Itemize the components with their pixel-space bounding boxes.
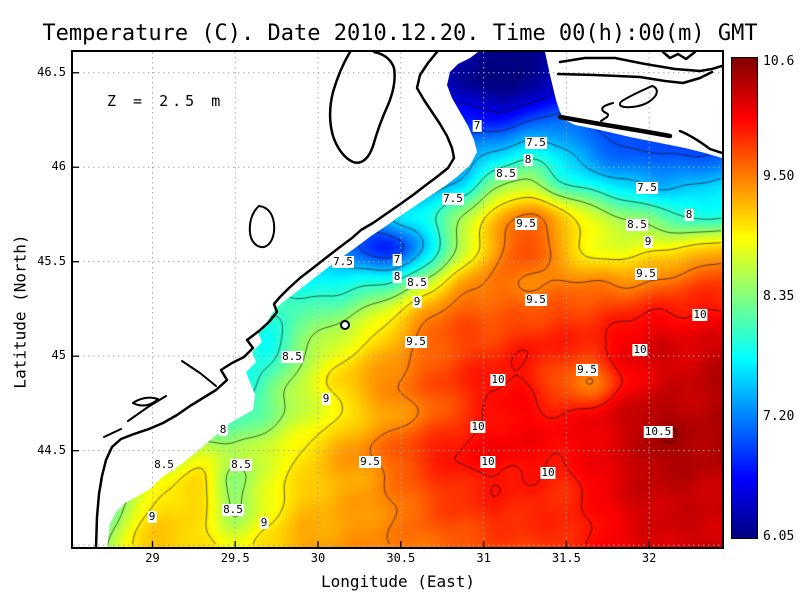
contour-label-8.5: 8.5 bbox=[153, 458, 175, 471]
contour-label-8.5: 8.5 bbox=[281, 350, 303, 363]
land-fill-1 bbox=[545, 52, 722, 158]
x-tick-label-30: 30 bbox=[310, 551, 326, 565]
x-tick-label-31.5: 31.5 bbox=[551, 551, 581, 565]
contour-label-7.5: 7.5 bbox=[332, 255, 354, 268]
contour-label-9: 9 bbox=[412, 295, 422, 308]
land-fill-0 bbox=[73, 52, 478, 547]
coastline-small-liman bbox=[248, 205, 276, 249]
contour-label-7: 7 bbox=[472, 119, 482, 132]
contour-label-8.5: 8.5 bbox=[406, 276, 428, 289]
contour-label-10: 10 bbox=[470, 420, 486, 433]
contour-label-10: 10 bbox=[632, 343, 648, 356]
y-tick-label-45: 45 bbox=[51, 348, 66, 363]
contour-label-10: 10 bbox=[490, 373, 506, 386]
y-axis-title: Latitude (North) bbox=[10, 234, 30, 389]
x-tick-label-31: 31 bbox=[476, 551, 491, 565]
contour-label-layer: 7 7.5 8 8.5 7.5 8 8.5 9 7.5 7.5 7 8 8.5 9 9.5 9.5 9.5 9.5… bbox=[73, 52, 722, 547]
coastline-north-lagoon-shore-1 bbox=[558, 56, 722, 73]
y-tick-label-45.5: 45.5 bbox=[37, 253, 66, 268]
coastline-danube-lagoon bbox=[132, 396, 159, 407]
x-tick-label-29: 29 bbox=[145, 551, 160, 565]
colorbar-tick-10.6: 10.6 bbox=[763, 54, 795, 70]
snake-island bbox=[340, 320, 350, 330]
coastline-overlay bbox=[73, 52, 722, 547]
coastline-tendra-spit bbox=[557, 114, 673, 139]
coastline-north-lagoon-shore-2 bbox=[556, 70, 714, 85]
contour-label-10: 10 bbox=[540, 466, 556, 479]
coastline-ukraine-romania-coast bbox=[94, 52, 456, 547]
coastline-lagoon-hook bbox=[618, 85, 658, 109]
contour-label-10: 10 bbox=[692, 308, 708, 321]
y-tick-label-46: 46 bbox=[51, 159, 66, 174]
x-tick-label-29.5: 29.5 bbox=[220, 551, 250, 565]
colorbar-tick-6.05: 6.05 bbox=[763, 529, 795, 544]
contour-label-10.5: 10.5 bbox=[643, 425, 673, 438]
contour-label-9.5: 9.5 bbox=[515, 217, 537, 230]
contour-label-8: 8 bbox=[523, 153, 533, 166]
coastline-dzharylgach-spit bbox=[678, 129, 722, 155]
x-axis-title: Longitude (East) bbox=[320, 572, 476, 591]
colorbar-tick-7.20: 7.20 bbox=[763, 409, 795, 424]
contour-label-9.5: 9.5 bbox=[635, 267, 657, 280]
y-tick-label-46.5: 46.5 bbox=[37, 64, 66, 79]
coastline-dniester-liman bbox=[328, 52, 396, 164]
contour-label-9: 9 bbox=[259, 516, 269, 529]
colorbar-tick-9.50: 9.50 bbox=[763, 169, 795, 184]
contour-label-9.5: 9.5 bbox=[525, 293, 547, 306]
contour-label-9.5: 9.5 bbox=[405, 335, 427, 348]
contour-label-8.5: 8.5 bbox=[495, 167, 517, 180]
contour-label-9: 9 bbox=[321, 392, 331, 405]
contour-label-8.5: 8.5 bbox=[222, 503, 244, 516]
contour-label-9: 9 bbox=[643, 235, 653, 248]
x-tick-label-32: 32 bbox=[641, 551, 657, 565]
contour-label-7.5: 7.5 bbox=[525, 136, 547, 149]
contour-label-9.5: 9.5 bbox=[359, 455, 381, 468]
coastline-top-edge-inlet bbox=[661, 52, 697, 61]
contour-label-8.5: 8.5 bbox=[626, 218, 648, 231]
contour-label-7.5: 7.5 bbox=[636, 181, 658, 194]
plot-title: Temperature (C). Date 2010.12.20. Time 0… bbox=[42, 21, 758, 46]
contour-label-9: 9 bbox=[147, 510, 157, 523]
contour-label-7: 7 bbox=[392, 253, 402, 266]
contour-label-8: 8 bbox=[392, 270, 402, 283]
depth-annotation: Z = 2.5 m bbox=[107, 92, 225, 110]
contour-label-8: 8 bbox=[218, 423, 228, 436]
contour-label-7.5: 7.5 bbox=[442, 192, 464, 205]
coastline-danube-branch-1 bbox=[127, 395, 167, 422]
contour-label-9.5: 9.5 bbox=[576, 363, 598, 376]
colorbar bbox=[731, 57, 758, 539]
contour-label-10: 10 bbox=[480, 455, 496, 468]
coastline-danube-branch-2 bbox=[103, 428, 122, 438]
x-tick-label-30.5: 30.5 bbox=[386, 551, 416, 565]
colorbar-tick-8.35: 8.35 bbox=[763, 289, 795, 304]
contour-label-8.5: 8.5 bbox=[230, 458, 252, 471]
map-plot-area: 7 7.5 8 8.5 7.5 8 8.5 9 7.5 7.5 7 8 8.5 9 9.5 9.5 9.5 9.5… bbox=[71, 50, 724, 549]
coastline-lagoon-curl bbox=[600, 102, 614, 122]
coastline-danube-branch-3 bbox=[181, 360, 217, 387]
y-tick-label-44.5: 44.5 bbox=[37, 442, 66, 457]
contour-label-8: 8 bbox=[684, 208, 694, 221]
